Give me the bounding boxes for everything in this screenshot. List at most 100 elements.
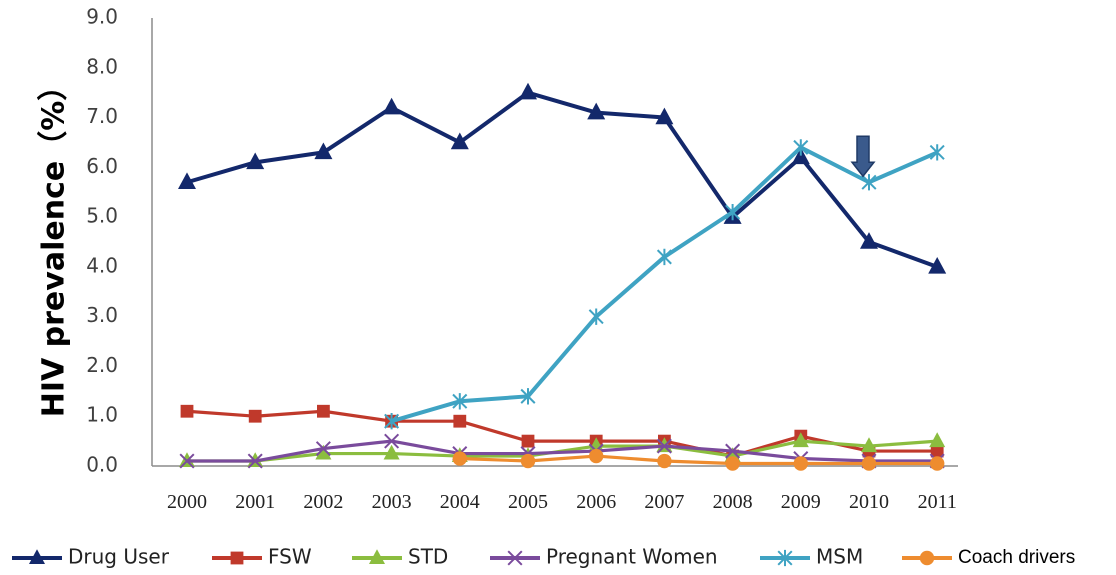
x-tick-label: 2010 xyxy=(849,491,889,513)
legend-marker xyxy=(369,549,385,564)
x-tick-label: 2000 xyxy=(167,491,207,513)
data-point-std xyxy=(792,432,809,448)
data-point-pregnant-women xyxy=(384,433,400,449)
data-point-coach-drivers xyxy=(861,456,877,471)
data-point-msm xyxy=(588,308,604,325)
legend-marker xyxy=(29,549,45,564)
series-line-msm xyxy=(391,145,939,424)
data-point-std xyxy=(315,444,332,460)
legend-item-coach-drivers: Coach drivers xyxy=(902,547,1075,568)
x-tick-label: 2011 xyxy=(918,491,957,513)
data-point-msm xyxy=(793,139,809,156)
legend-label: STD xyxy=(408,545,448,569)
series-line-coach-drivers xyxy=(459,454,938,466)
y-tick-label: 5.0 xyxy=(86,204,118,228)
y-tick-label: 4.0 xyxy=(86,253,118,277)
data-point-drug-user xyxy=(178,172,196,190)
data-point-coach-drivers xyxy=(589,448,604,464)
data-point-drug-user xyxy=(587,102,606,120)
y-tick-label: 7.0 xyxy=(86,104,118,128)
annotations xyxy=(850,135,876,178)
data-point-drug-user xyxy=(655,107,674,125)
y-tick-label: 2.0 xyxy=(86,353,118,377)
series-drug-user xyxy=(178,82,947,274)
data-point-msm xyxy=(929,144,945,161)
legend-item-pregnant-women: Pregnant Women xyxy=(490,545,718,569)
y-tick-label: 1.0 xyxy=(86,403,118,427)
series-line-fsw xyxy=(186,409,938,458)
legend-label: FSW xyxy=(268,545,312,569)
annotation-arrow xyxy=(850,135,876,178)
y-tick-label: 0.0 xyxy=(86,453,118,477)
series-std xyxy=(179,432,946,468)
data-point-fsw xyxy=(521,434,535,448)
legend: Drug User FSW STD Pregnant Women MSM Coach dr… xyxy=(12,545,1075,569)
x-tick-labels: 2000 2001 2002 2003 2004 2005 2006 2007 2008 2009… xyxy=(167,491,957,513)
data-point-std xyxy=(929,432,946,448)
series-lines xyxy=(178,82,947,471)
y-tick-labels: 0.0 1.0 2.0 3.0 4.0 5.0 6.0 7.0 8.0 9.0 xyxy=(86,5,118,477)
data-point-drug-user xyxy=(450,132,469,150)
legend-item-fsw: FSW xyxy=(212,545,312,569)
legend-marker xyxy=(919,550,935,566)
data-point-msm xyxy=(861,174,877,191)
x-tick-label: 2005 xyxy=(508,491,548,513)
data-point-msm xyxy=(452,393,468,410)
series-coach-drivers xyxy=(452,448,945,471)
x-tick-label: 2008 xyxy=(713,491,753,513)
y-tick-label: 6.0 xyxy=(86,154,118,178)
legend-label: Coach drivers xyxy=(958,547,1075,568)
legend-marker xyxy=(777,549,793,567)
y-tick-label: 9.0 xyxy=(86,5,118,29)
y-axis-label: HIV prevalence（%） xyxy=(37,71,72,418)
legend-label: MSM xyxy=(816,545,863,569)
data-point-fsw xyxy=(930,444,944,458)
axes xyxy=(151,18,958,467)
data-point-msm xyxy=(656,248,672,266)
legend-label: Drug User xyxy=(68,545,170,569)
data-point-drug-user xyxy=(791,147,810,165)
data-point-msm xyxy=(725,203,741,221)
legend-item-msm: MSM xyxy=(760,545,863,569)
x-tick-label: 2003 xyxy=(372,491,412,513)
x-tick-label: 2006 xyxy=(576,491,616,513)
data-point-std xyxy=(861,437,877,453)
y-tick-label: 8.0 xyxy=(86,54,118,78)
x-tick-label: 2002 xyxy=(303,491,343,513)
data-point-pregnant-women xyxy=(179,453,195,469)
legend-marker xyxy=(230,551,244,565)
data-point-std xyxy=(383,444,400,460)
x-tick-label: 2009 xyxy=(781,491,821,513)
data-point-drug-user xyxy=(928,256,947,274)
data-point-msm xyxy=(520,388,536,405)
legend-marker xyxy=(507,550,523,566)
data-point-fsw xyxy=(317,404,330,418)
series-msm xyxy=(384,139,945,430)
data-point-fsw xyxy=(453,414,467,428)
data-point-fsw xyxy=(248,409,262,423)
data-point-pregnant-women xyxy=(656,438,672,454)
data-point-msm xyxy=(384,413,400,430)
data-point-coach-drivers xyxy=(725,456,740,471)
data-point-drug-user xyxy=(519,82,537,100)
data-point-drug-user xyxy=(860,232,878,249)
legend-item-std: STD xyxy=(352,545,448,569)
legend-item-drug-user: Drug User xyxy=(12,545,170,569)
series-line-pregnant-women xyxy=(187,439,938,463)
x-tick-label: 2007 xyxy=(644,491,684,513)
data-point-pregnant-women xyxy=(315,441,331,457)
data-point-drug-user xyxy=(314,142,333,160)
data-point-coach-drivers xyxy=(793,456,808,471)
data-point-coach-drivers xyxy=(452,451,467,466)
data-point-coach-drivers xyxy=(657,453,672,469)
data-point-drug-user xyxy=(246,152,265,170)
legend-label: Pregnant Women xyxy=(546,545,718,569)
series-line-drug-user xyxy=(186,90,938,269)
y-tick-label: 3.0 xyxy=(86,303,118,327)
data-point-coach-drivers xyxy=(930,456,945,471)
data-point-pregnant-women xyxy=(725,443,741,459)
x-tick-label: 2004 xyxy=(440,491,480,513)
data-point-pregnant-women xyxy=(247,453,263,469)
